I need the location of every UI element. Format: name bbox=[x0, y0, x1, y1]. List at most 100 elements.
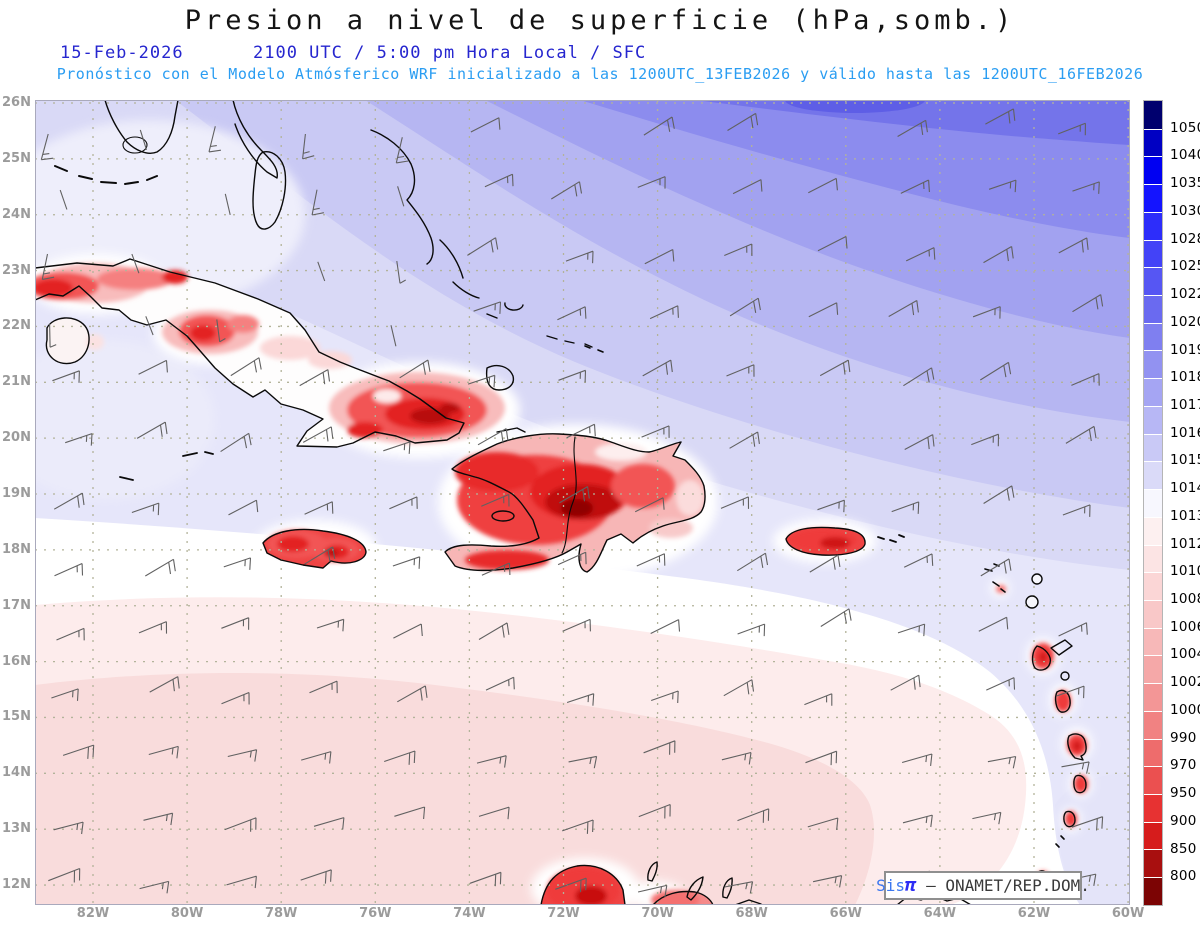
colorbar-segment bbox=[1144, 156, 1162, 185]
eleuthera-coastline bbox=[370, 129, 434, 265]
colorbar-segment bbox=[1144, 849, 1162, 878]
colorbar-tick-label: 1035 bbox=[1170, 175, 1200, 192]
lon-label: 80W bbox=[170, 906, 204, 921]
lat-label: 22N bbox=[2, 318, 31, 334]
lat-label: 16N bbox=[2, 653, 31, 669]
pressure-map bbox=[35, 100, 1130, 905]
guajira-coastline bbox=[540, 864, 626, 905]
colorbar-tick-label: 1050 bbox=[1170, 119, 1200, 136]
colorbar-tick-label: 990 bbox=[1170, 729, 1197, 746]
lon-label: 82W bbox=[76, 906, 110, 921]
lon-label: 74W bbox=[453, 906, 486, 921]
lake-okeechobee bbox=[122, 136, 148, 154]
colorbar-tick-label: 1018 bbox=[1170, 369, 1200, 386]
colorbar-segment bbox=[1144, 516, 1162, 545]
colorbar-tick-label: 1017 bbox=[1170, 396, 1200, 413]
curacao-coastline bbox=[686, 876, 704, 901]
isla-juventud-coastline bbox=[45, 317, 90, 365]
watermark-org: – ONAMET/REP.DOM. bbox=[916, 876, 1090, 895]
colorbar-segment bbox=[1144, 793, 1162, 822]
lat-label: 17N bbox=[2, 597, 31, 613]
cuba-coastline bbox=[35, 258, 465, 448]
lon-label: 70W bbox=[641, 906, 674, 921]
colorbar-segment bbox=[1144, 738, 1162, 767]
lon-label: 76W bbox=[359, 906, 392, 921]
colorbar-tick-label: 800 bbox=[1170, 868, 1197, 885]
colorbar-tick-label: 1025 bbox=[1170, 258, 1200, 275]
colorbar-segment bbox=[1144, 322, 1162, 351]
barbuda-coastline bbox=[1031, 573, 1043, 585]
lon-label: 66W bbox=[829, 906, 863, 921]
colorbar-tick-label: 1030 bbox=[1170, 202, 1200, 219]
lon-label: 78W bbox=[264, 906, 298, 921]
watermark-box: Sis π – ONAMET/REP.DOM. bbox=[876, 871, 1090, 900]
martinique-coastline bbox=[1067, 733, 1087, 761]
lat-label: 26N bbox=[2, 95, 31, 110]
valid-date: 15-Feb-2026 bbox=[60, 43, 184, 63]
colorbar-tick-label: 900 bbox=[1170, 812, 1197, 829]
colorbar-segment bbox=[1144, 489, 1162, 517]
great-inagua-coastline bbox=[485, 364, 515, 391]
colorbar-segment bbox=[1144, 710, 1162, 739]
colorbar-tick-label: 1020 bbox=[1170, 313, 1200, 330]
map-frame bbox=[35, 100, 1130, 905]
lat-label: 21N bbox=[2, 374, 31, 390]
lat-label: 18N bbox=[2, 541, 31, 557]
lat-label: 15N bbox=[2, 709, 31, 725]
lat-label: 19N bbox=[2, 486, 31, 502]
colorbar-tick-label: 1002 bbox=[1170, 674, 1200, 691]
colorbar-segment bbox=[1144, 627, 1162, 656]
colorbar-tick-label: 1016 bbox=[1170, 424, 1200, 441]
wind-barbs bbox=[40, 108, 1104, 898]
florida-coastline bbox=[104, 100, 179, 154]
colorbar-tick-label: 970 bbox=[1170, 757, 1197, 774]
colorbar-tick-label: 1014 bbox=[1170, 480, 1200, 497]
colorbar-segment bbox=[1144, 655, 1162, 684]
grenadines-islets bbox=[1055, 835, 1065, 848]
lat-label: 13N bbox=[2, 821, 31, 837]
valid-time: 2100 UTC / 5:00 pm Hora Local / SFC bbox=[253, 43, 647, 63]
colorbar-segment bbox=[1144, 405, 1162, 434]
colorbar-segment bbox=[1144, 378, 1162, 406]
colorbar-tick-label: 1010 bbox=[1170, 563, 1200, 580]
guadeloupe-coastline bbox=[1031, 639, 1073, 671]
cayman-islands bbox=[119, 451, 214, 481]
florida-keys bbox=[54, 165, 158, 185]
colorbar-segment bbox=[1144, 572, 1162, 600]
colorbar-segment bbox=[1144, 350, 1162, 379]
marie-galante-coastline bbox=[1060, 671, 1070, 681]
pressure-colorbar bbox=[1143, 100, 1163, 906]
st-vincent-coastline bbox=[1063, 810, 1076, 828]
andros-coastline bbox=[252, 151, 287, 230]
dominica-coastline bbox=[1054, 689, 1071, 713]
colorbar-tick-label: 1013 bbox=[1170, 507, 1200, 524]
crooked-island-coastline bbox=[486, 302, 524, 319]
colorbar-segment bbox=[1144, 877, 1162, 905]
colorbar-tick-label: 1040 bbox=[1170, 147, 1200, 164]
colorbar-tick-label: 1012 bbox=[1170, 535, 1200, 552]
colorbar-tick-label: 1015 bbox=[1170, 452, 1200, 469]
lat-label: 24N bbox=[2, 206, 31, 222]
lon-label: 68W bbox=[735, 906, 768, 921]
page-title: Presion a nivel de superficie (hPa,somb.… bbox=[184, 5, 1016, 36]
long-island-coastline bbox=[439, 239, 480, 299]
lon-label: 60W bbox=[1111, 906, 1145, 921]
colorbar-segment bbox=[1144, 184, 1162, 212]
colorbar-segment bbox=[1144, 101, 1162, 129]
colorbar-segment bbox=[1144, 599, 1162, 628]
colorbar-tick-label: 1006 bbox=[1170, 618, 1200, 635]
colorbar-segment bbox=[1144, 433, 1162, 462]
lat-label: 23N bbox=[2, 262, 31, 278]
colorbar-segment bbox=[1144, 267, 1162, 296]
colorbar-segment bbox=[1144, 128, 1162, 157]
haiti-dr-border bbox=[561, 436, 577, 554]
colorbar-tick-label: 1008 bbox=[1170, 591, 1200, 608]
hispaniola-coastline bbox=[444, 433, 706, 573]
colorbar-tick-label: 1004 bbox=[1170, 646, 1200, 663]
lon-label: 64W bbox=[923, 906, 957, 921]
lat-label: 14N bbox=[2, 765, 31, 781]
lat-label: 25N bbox=[2, 150, 31, 166]
gonave-coastline bbox=[491, 510, 515, 522]
turks-islets bbox=[584, 345, 604, 353]
model-run-line: Pronóstico con el Modelo Atmósferico WRF… bbox=[56, 65, 1144, 83]
